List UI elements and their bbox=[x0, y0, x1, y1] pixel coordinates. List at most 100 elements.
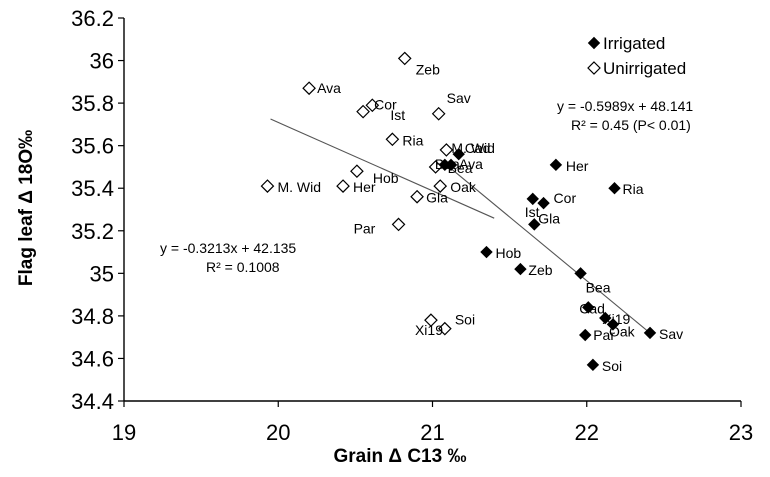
point-unirrigated bbox=[336, 179, 350, 193]
x-tick-label: 20 bbox=[266, 420, 290, 445]
point-unirrigated bbox=[424, 313, 438, 327]
point-unirrigated bbox=[385, 132, 400, 147]
point-label-unirrigated: M. Wid bbox=[277, 179, 321, 195]
data-points bbox=[260, 51, 657, 372]
point-irrigated bbox=[582, 301, 595, 314]
point-label-irrigated: Sav bbox=[659, 326, 683, 342]
annotation-unirrigated-r2: R² = 0.1008 bbox=[206, 259, 280, 275]
point-unirrigated bbox=[356, 104, 370, 119]
point-label-unirrigated: M. Wid bbox=[451, 140, 495, 156]
trendlines bbox=[270, 118, 652, 335]
y-tick-label: 34.8 bbox=[71, 304, 114, 329]
point-irrigated bbox=[579, 328, 592, 342]
point-irrigated bbox=[528, 218, 541, 231]
point-unirrigated bbox=[431, 106, 446, 121]
point-irrigated bbox=[438, 158, 452, 172]
point-labels: AvaBeaCadHerRiaIstCorGlaHobZebBeaCadXi19… bbox=[277, 61, 683, 373]
point-unirrigated bbox=[428, 160, 443, 174]
point-unirrigated bbox=[397, 51, 412, 66]
point-label-unirrigated: Soi bbox=[455, 312, 475, 328]
point-irrigated bbox=[608, 182, 621, 195]
y-tick-label: 35 bbox=[90, 261, 114, 286]
point-label-irrigated: Ria bbox=[623, 181, 644, 197]
point-label-irrigated: Cad bbox=[465, 140, 491, 156]
point-irrigated bbox=[526, 192, 539, 206]
legend-marker-unirrigated bbox=[587, 61, 601, 75]
point-irrigated bbox=[586, 358, 600, 372]
y-tick-label: 34.6 bbox=[71, 346, 114, 371]
point-unirrigated bbox=[365, 98, 380, 113]
point-label-irrigated: Cor bbox=[554, 190, 577, 206]
point-unirrigated bbox=[439, 143, 454, 157]
x-tick-label: 19 bbox=[112, 420, 136, 445]
point-label-unirrigated: Ria bbox=[402, 132, 423, 148]
legend-diamond-filled bbox=[587, 36, 601, 50]
point-label-unirrigated: Xi19 bbox=[415, 322, 443, 338]
legend: Irrigated Unirrigated bbox=[587, 34, 686, 78]
point-label-irrigated: Her bbox=[566, 158, 589, 174]
x-axis-title: Grain Δ C13 ‰ bbox=[334, 446, 467, 467]
point-unirrigated bbox=[260, 179, 275, 193]
point-label-unirrigated: Oak bbox=[450, 179, 477, 195]
y-axis-title: Flag leaf Δ 18O‰ bbox=[16, 130, 37, 286]
point-irrigated bbox=[643, 326, 657, 340]
point-unirrigated bbox=[391, 217, 406, 232]
annotation-irrigated-equation: y = -0.5989x + 48.141 bbox=[557, 98, 693, 114]
point-label-irrigated: Cad bbox=[579, 300, 605, 316]
point-label-unirrigated: Hob bbox=[373, 170, 399, 186]
point-unirrigated bbox=[433, 179, 448, 193]
x-tick-label: 23 bbox=[729, 420, 753, 445]
point-label-unirrigated: Ava bbox=[317, 80, 341, 96]
point-irrigated bbox=[549, 158, 563, 172]
point-irrigated bbox=[606, 318, 620, 331]
point-irrigated bbox=[599, 311, 612, 325]
point-label-unirrigated: Ist bbox=[390, 107, 405, 123]
point-label-irrigated: Zeb bbox=[528, 262, 552, 278]
y-tick-label: 34.4 bbox=[71, 389, 114, 414]
y-tick-label: 36.2 bbox=[71, 6, 114, 31]
point-label-irrigated: Par bbox=[593, 327, 615, 343]
point-label-unirrigated: Bea bbox=[448, 160, 473, 176]
point-label-irrigated: Ava bbox=[459, 156, 483, 172]
point-label-irrigated: Bea bbox=[435, 156, 460, 172]
y-tick-label: 35.6 bbox=[71, 134, 114, 159]
point-irrigated bbox=[480, 245, 493, 259]
annotation-unirrigated-equation: y = -0.3213x + 42.135 bbox=[160, 240, 296, 256]
point-label-unirrigated: Par bbox=[354, 220, 376, 236]
x-tick-label: 21 bbox=[420, 420, 444, 445]
point-label-irrigated: Bea bbox=[586, 279, 611, 295]
y-tick-label: 35.4 bbox=[71, 176, 114, 201]
y-tick-label: 36 bbox=[90, 49, 114, 74]
legend-marker-irrigated bbox=[587, 36, 601, 50]
legend-label-unirrigated: Unirrigated bbox=[603, 59, 686, 78]
annotation-irrigated-r2: R² = 0.45 (P< 0.01) bbox=[571, 117, 691, 133]
point-unirrigated bbox=[410, 189, 424, 204]
point-irrigated bbox=[574, 267, 587, 280]
point-unirrigated bbox=[302, 81, 316, 96]
point-irrigated bbox=[514, 262, 527, 276]
point-label-unirrigated: Zeb bbox=[416, 61, 440, 77]
point-label-unirrigated: Sav bbox=[447, 90, 471, 106]
trendline-irrigated bbox=[439, 159, 652, 335]
point-label-unirrigated: Cor bbox=[374, 97, 397, 113]
point-label-irrigated: Soi bbox=[602, 358, 622, 374]
point-irrigated bbox=[452, 147, 465, 161]
point-label-irrigated: Gla bbox=[538, 210, 560, 226]
point-unirrigated bbox=[350, 164, 364, 179]
x-tick-label: 22 bbox=[575, 420, 599, 445]
point-unirrigated bbox=[437, 321, 452, 336]
point-label-unirrigated: Her bbox=[353, 179, 376, 195]
y-tick-label: 35.8 bbox=[71, 91, 114, 116]
legend-diamond-open bbox=[587, 61, 601, 75]
legend-label-irrigated: Irrigated bbox=[603, 34, 665, 53]
point-label-irrigated: Oak bbox=[609, 323, 636, 339]
trendline-unirrigated bbox=[270, 118, 495, 219]
axes: 34.4 34.6 34.8 35 35.2 35.4 35.6 35.8 36 36.2 19 20… bbox=[71, 6, 753, 445]
point-irrigated bbox=[537, 196, 550, 210]
point-label-irrigated: Xi19 bbox=[602, 311, 630, 327]
y-tick-label: 35.2 bbox=[71, 219, 114, 244]
point-label-irrigated: Hob bbox=[495, 245, 521, 261]
point-label-irrigated: Ist bbox=[525, 204, 540, 220]
point-label-unirrigated: Gla bbox=[426, 190, 448, 206]
